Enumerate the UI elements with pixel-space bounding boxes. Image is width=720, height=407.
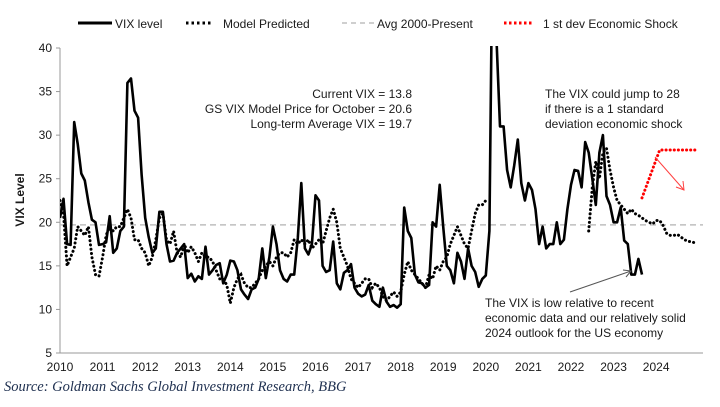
x-tick-label: 2018 (387, 360, 414, 374)
x-tick-label: 2015 (260, 360, 287, 374)
y-tick-label: 15 (39, 259, 53, 273)
low-note-line-1: The VIX is low relative to recent (485, 296, 654, 310)
x-tick-label: 2017 (345, 360, 372, 374)
low-annotation: The VIX is low relative to recent econom… (485, 269, 686, 340)
y-tick-label: 40 (39, 41, 53, 55)
x-tick-label: 2021 (515, 360, 542, 374)
x-tick-label: 2020 (472, 360, 499, 374)
y-tick-label: 10 (39, 302, 53, 316)
shock-note-line-2: if there is a 1 standard (545, 102, 664, 116)
stat-long-term-avg: Long-term Average VIX = 19.7 (250, 117, 412, 131)
x-tick-label: 2011 (90, 360, 116, 374)
stat-model-price: GS VIX Model Price for October = 20.6 (205, 102, 412, 116)
y-tick-labels: 5 10 15 20 25 30 35 40 (39, 41, 60, 360)
x-tick-labels: 2010 2011 2012 2013 2014 2015 2016 2017 2018 2019… (47, 360, 670, 374)
low-arrow-head (622, 269, 632, 278)
x-tick-label: 2022 (558, 360, 585, 374)
series-economic-shock (640, 148, 697, 200)
y-tick-label: 5 (45, 346, 52, 360)
x-tick-label: 2014 (217, 360, 244, 374)
y-tick-label: 30 (39, 128, 53, 142)
x-tick-label: 2013 (174, 360, 201, 374)
shock-annotation: The VIX could jump to 28 if there is a 1… (545, 87, 685, 191)
x-tick-label: 2023 (600, 360, 627, 374)
x-tick-label: 2019 (430, 360, 457, 374)
shock-note-line-3: deviation economic shock (545, 117, 683, 131)
shock-arrow-head (675, 180, 685, 191)
stats-annotation: Current VIX = 13.8 GS VIX Model Price fo… (205, 87, 412, 131)
shock-arrow (654, 156, 685, 191)
legend-label-vix: VIX level (115, 17, 162, 31)
legend-label-model: Model Predicted (223, 17, 310, 31)
series-vix-level (60, 46, 644, 309)
y-tick-label: 25 (39, 172, 53, 186)
legend-label-shock: 1 st dev Economic Shock (543, 17, 679, 31)
legend: VIX level Model Predicted Avg 2000-Prese… (78, 17, 679, 31)
x-tick-label: 2016 (302, 360, 329, 374)
source-note: Source: Goldman Sachs Global Investment … (4, 379, 347, 395)
y-tick-label: 20 (39, 215, 53, 229)
x-tick-label: 2024 (643, 360, 670, 374)
shock-note-line-1: The VIX could jump to 28 (545, 87, 680, 101)
stat-current-vix: Current VIX = 13.8 (312, 87, 412, 101)
legend-label-avg: Avg 2000-Present (377, 17, 474, 31)
y-tick-label: 35 (39, 85, 53, 99)
low-arrow (569, 270, 632, 293)
low-note-line-3: 2024 outlook for the US economy (485, 326, 663, 340)
x-tick-label: 2012 (132, 360, 159, 374)
low-note-line-2: economic data and our relatively solid (485, 311, 686, 325)
y-axis-label: VIX Level (13, 173, 27, 226)
x-tick-label: 2010 (47, 360, 74, 374)
series-model-predicted (60, 144, 697, 304)
